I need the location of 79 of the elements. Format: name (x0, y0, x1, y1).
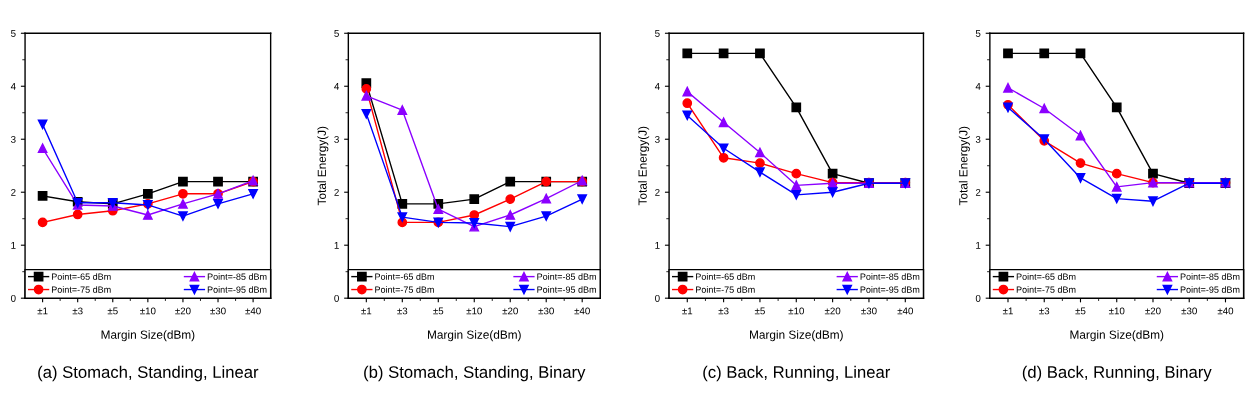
legend-label: Point=-95 dBm (537, 286, 596, 293)
x-tick-label: ±10 (466, 307, 482, 315)
x-tick-label: ±30 (1181, 307, 1197, 315)
legend-label: Point=-95 dBm (207, 286, 267, 293)
y-tick-label: 2 (11, 188, 16, 196)
y-tick-label: 4 (654, 83, 660, 90)
y-tick-label: 5 (975, 30, 981, 37)
y-tick-label: 5 (334, 30, 339, 37)
x-tick-label: ±1 (37, 307, 48, 315)
legend-label: Point=-65 dBm (51, 273, 111, 280)
legend-label: Point=-65 dBm (696, 273, 755, 280)
y-tick-label: 2 (975, 188, 981, 196)
legend-label: Point=-85 dBm (207, 273, 267, 280)
text: (b) Stomach, Standing, Binary (364, 365, 586, 382)
y-tick-label: 4 (10, 83, 16, 90)
y-tick-label: 5 (655, 30, 660, 37)
x-tick-label: ±30 (538, 307, 554, 315)
x-tick-label: ±10 (140, 307, 156, 315)
x-tick-label: ±3 (72, 307, 83, 315)
y-tick-label: 0 (11, 294, 16, 302)
x-tick-label: ±20 (824, 307, 841, 315)
y-tick-label: 1 (334, 242, 339, 249)
y-axis-title: Total Energy(J) (958, 126, 970, 206)
x-axis-title: Margin Size(dBm) (1070, 330, 1164, 342)
x-tick-label: ±40 (897, 307, 913, 315)
x-axis-title: Margin Size(dBm) (750, 330, 843, 342)
y-tick-label: 0 (975, 294, 981, 302)
x-tick-label: ±5 (433, 307, 444, 315)
x-tick-label: ±5 (1075, 307, 1086, 315)
y-tick-label: 1 (655, 242, 660, 249)
x-tick-label: ±40 (245, 307, 261, 315)
x-tick-label: ±30 (210, 307, 226, 315)
y-tick-label: 3 (334, 135, 339, 143)
y-tick-label: 0 (655, 294, 660, 302)
legend-label: Point=-75 dBm (375, 286, 434, 293)
y-tick-label: 2 (655, 188, 660, 196)
y-axis-title: Total Energy(J) (317, 126, 329, 206)
y-tick-label: 3 (11, 135, 16, 143)
x-tick-label: ±40 (574, 307, 590, 315)
y-tick-label: 3 (975, 135, 981, 143)
text: (d) Back, Running, Binary (1022, 365, 1212, 382)
x-tick-label: ±10 (788, 307, 804, 315)
y-tick-label: 4 (334, 83, 340, 90)
x-tick-label: ±1 (361, 307, 372, 315)
x-tick-label: ±3 (718, 307, 729, 315)
x-axis-title: Margin Size(dBm) (101, 330, 195, 342)
x-tick-label: ±20 (502, 307, 518, 315)
x-tick-label: ±1 (682, 307, 693, 315)
y-tick-label: 3 (655, 135, 660, 143)
x-tick-label: ±3 (1039, 307, 1050, 315)
y-tick-label: 1 (11, 242, 16, 249)
text: (c) Back, Running, Linear (703, 365, 891, 382)
legend-label: Point=-75 dBm (1016, 286, 1076, 293)
x-axis-title: Margin Size(dBm) (428, 330, 521, 342)
legend-label: Point=-85 dBm (537, 273, 596, 280)
legend-label: Point=-75 dBm (696, 286, 755, 293)
x-tick-label: ±5 (754, 307, 765, 315)
legend-label: Point=-75 dBm (51, 286, 111, 293)
legend-label: Point=-65 dBm (375, 273, 434, 280)
y-tick-label: 5 (11, 30, 16, 37)
x-tick-label: ±10 (1108, 307, 1125, 315)
text: (a) Stomach, Standing, Linear (38, 365, 259, 382)
y-axis-title: Total Energy(J) (638, 126, 650, 206)
y-tick-label: 4 (975, 83, 981, 90)
x-tick-label: ±3 (397, 307, 408, 315)
x-tick-label: ±40 (1217, 307, 1234, 315)
y-tick-label: 0 (334, 294, 339, 302)
x-tick-label: ±1 (1002, 307, 1013, 315)
x-tick-label: ±20 (175, 307, 191, 315)
legend-label: Point=-65 dBm (1016, 273, 1076, 280)
x-tick-label: ±30 (861, 307, 877, 315)
y-tick-label: 2 (334, 188, 339, 196)
x-tick-label: ±20 (1145, 307, 1161, 315)
x-tick-label: ±5 (107, 307, 118, 315)
y-tick-label: 1 (976, 242, 981, 249)
legend-label: Point=-95 dBm (860, 286, 920, 293)
legend-label: Point=-85 dBm (860, 273, 920, 280)
legend-label: Point=-95 dBm (1180, 286, 1240, 293)
legend-label: Point=-85 dBm (1180, 273, 1240, 280)
